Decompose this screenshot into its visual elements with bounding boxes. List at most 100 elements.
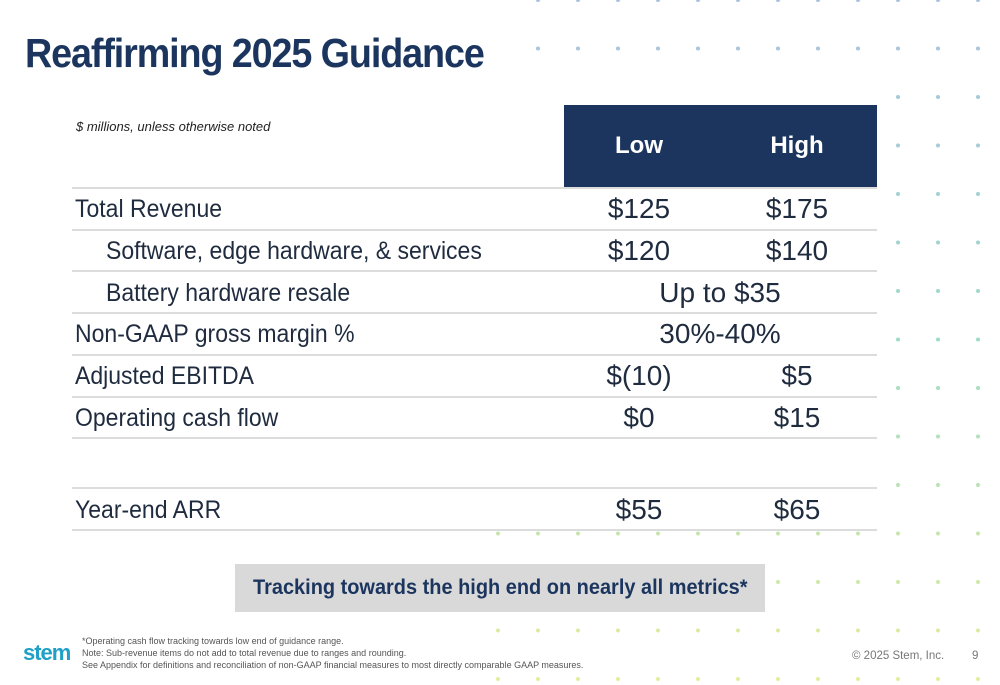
decorative-dot (616, 531, 620, 536)
decorative-dot (776, 531, 780, 536)
decorative-dot (976, 192, 980, 196)
decorative-dot (976, 677, 980, 681)
decorative-dot (976, 143, 980, 148)
decorative-dot (936, 289, 940, 293)
decorative-dot (896, 386, 900, 390)
decorative-dot (696, 677, 700, 681)
decorative-dot (696, 46, 700, 51)
decorative-dot (536, 531, 540, 536)
decorative-dot (736, 46, 740, 51)
high-value: $175 (765, 193, 829, 224)
decorative-dot (896, 483, 900, 487)
decorative-dot (656, 677, 660, 681)
decorative-dot (536, 677, 540, 681)
decorative-dot (856, 531, 860, 536)
decorative-dot (536, 46, 540, 51)
footnote: *Operating cash flow tracking towards lo… (82, 636, 344, 646)
decorative-dot (576, 46, 580, 51)
page-title: Reaffirming 2025 Guidance (25, 30, 485, 76)
decorative-dot (936, 240, 940, 245)
decorative-dot (536, 0, 540, 2)
row-divider (72, 270, 877, 272)
decorative-dot (736, 628, 740, 633)
decorative-dot (616, 628, 620, 633)
decorative-dot (936, 337, 940, 342)
decorative-dot (896, 46, 900, 51)
decorative-dot (856, 580, 860, 584)
decorative-dot (576, 531, 580, 536)
decorative-dot (816, 677, 820, 681)
range-value: Up to $35 (659, 277, 781, 308)
decorative-dot (696, 628, 700, 633)
row-label: Battery hardware resale (106, 279, 351, 307)
decorative-dot (776, 0, 780, 2)
decorative-dot (816, 580, 820, 584)
decorative-dot (776, 677, 780, 681)
decorative-dot (816, 628, 820, 633)
decorative-dot (856, 46, 860, 51)
row-divider (72, 229, 877, 231)
decorative-dot (496, 531, 500, 536)
row-label: Adjusted EBITDA (75, 362, 254, 390)
table-row-cash-flow: Operating cash flow $0 $15 (72, 399, 877, 439)
decorative-dot (576, 0, 580, 2)
low-value: $120 (607, 235, 671, 266)
decorative-dot (776, 46, 780, 51)
row-label: Non-GAAP gross margin % (75, 320, 355, 348)
decorative-dot (976, 289, 980, 293)
low-value: $125 (607, 193, 671, 224)
decorative-dot (736, 531, 740, 536)
decorative-dot (976, 46, 980, 51)
table-row-software: Software, edge hardware, & services $120… (72, 232, 877, 272)
table-row-total-revenue: Total Revenue $125 $175 (72, 190, 877, 230)
page-number: 9 (972, 650, 979, 662)
row-divider (72, 396, 877, 398)
row-divider (72, 312, 877, 314)
decorative-dot (856, 677, 860, 681)
decorative-dot (496, 628, 500, 633)
decorative-dot (616, 46, 620, 51)
decorative-dot (976, 483, 980, 487)
stem-logo: stem (23, 640, 71, 665)
decorative-dot (696, 0, 700, 2)
decorative-dot (936, 95, 940, 99)
decorative-dot (976, 337, 980, 342)
high-value: $5 (781, 360, 813, 391)
decorative-dot (656, 46, 660, 51)
decorative-dot (896, 289, 900, 293)
decorative-dot (696, 531, 700, 536)
column-header-low: Low (615, 132, 663, 159)
decorative-dot (936, 46, 940, 51)
decorative-dot (936, 531, 940, 536)
row-label: Operating cash flow (75, 404, 279, 432)
decorative-dot (896, 337, 900, 342)
decorative-dot (936, 192, 940, 196)
decorative-dot (576, 628, 580, 633)
decorative-dot (936, 0, 940, 2)
decorative-dot (936, 677, 940, 681)
decorative-dot (616, 677, 620, 681)
decorative-dot (896, 192, 900, 196)
row-divider (72, 437, 877, 439)
decorative-dot (736, 677, 740, 681)
low-value: $0 (623, 402, 655, 433)
decorative-dot (896, 580, 900, 584)
column-header-high: High (770, 132, 824, 159)
table-row-arr: Year-end ARR $55 $65 (72, 491, 877, 531)
table-row-ebitda: Adjusted EBITDA $(10) $5 (72, 357, 877, 397)
table-header-background (564, 105, 877, 188)
decorative-dot (896, 531, 900, 536)
decorative-dot (816, 531, 820, 536)
footnote: Note: Sub-revenue items do not add to to… (82, 648, 407, 658)
decorative-dot (976, 95, 980, 99)
decorative-dot (656, 628, 660, 633)
decorative-dot (816, 0, 820, 2)
decorative-dot (496, 677, 500, 681)
decorative-dot (976, 434, 980, 439)
decorative-dot (936, 483, 940, 487)
high-value: $65 (773, 494, 821, 525)
callout-text: Tracking towards the high end on nearly … (252, 576, 748, 599)
decorative-dot (936, 580, 940, 584)
row-divider (72, 354, 877, 356)
